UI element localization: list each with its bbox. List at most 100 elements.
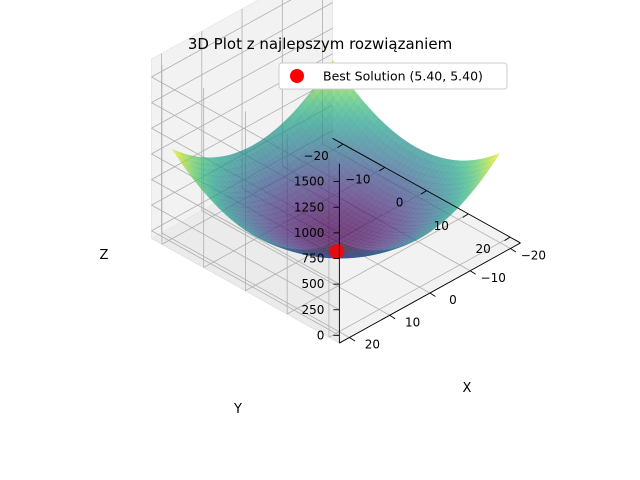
surface-patch xyxy=(212,163,221,171)
surface-patch xyxy=(372,223,382,229)
surface-patch xyxy=(417,180,426,187)
surface-patch xyxy=(341,257,350,259)
surface-patch xyxy=(410,235,420,240)
surface-patch xyxy=(430,204,439,210)
surface-patch xyxy=(273,180,282,188)
surface-patch xyxy=(421,199,431,205)
surface-patch xyxy=(446,183,456,190)
surface-patch xyxy=(280,120,290,132)
surface-patch xyxy=(308,253,317,256)
surface-patch xyxy=(384,222,394,228)
surface-patch xyxy=(302,222,312,228)
surface-patch xyxy=(396,192,406,200)
surface-patch xyxy=(374,251,383,254)
surface-patch xyxy=(226,215,235,221)
surface-patch xyxy=(389,231,399,236)
surface-patch xyxy=(264,169,274,178)
surface-patch xyxy=(390,247,400,251)
surface-patch xyxy=(466,159,476,167)
surface-patch xyxy=(487,158,497,168)
surface-patch xyxy=(381,234,391,239)
surface-patch xyxy=(392,203,402,210)
surface-patch xyxy=(419,233,428,238)
surface-patch xyxy=(350,142,359,153)
surface-patch xyxy=(417,186,426,194)
surface-patch xyxy=(426,208,435,214)
surface-patch xyxy=(354,105,363,118)
surface-patch xyxy=(261,198,271,205)
surface-patch xyxy=(248,145,257,155)
y-tick-mark xyxy=(420,190,427,195)
surface-patch xyxy=(467,183,477,191)
surface-patch xyxy=(405,231,416,236)
surface-patch xyxy=(412,147,421,157)
surface-patch xyxy=(238,219,247,225)
surface-patch xyxy=(430,208,440,214)
surface-patch xyxy=(428,155,438,163)
surface-patch xyxy=(398,242,408,247)
surface-patch xyxy=(326,201,336,209)
surface-patch xyxy=(333,133,343,145)
y-tick-mark xyxy=(462,213,469,218)
surface-patch xyxy=(380,204,390,211)
surface-patch xyxy=(294,209,304,216)
x-tick-mark xyxy=(349,337,356,342)
surface-patch xyxy=(364,234,374,239)
surface-patch xyxy=(304,253,313,256)
x-tick-label: 10 xyxy=(405,315,420,329)
surface-patch xyxy=(397,210,406,217)
surface-patch xyxy=(272,164,282,173)
surface-patch xyxy=(408,190,418,198)
surface-patch xyxy=(412,171,422,179)
surface-patch xyxy=(293,166,303,176)
surface-patch xyxy=(241,214,251,220)
surface-patch xyxy=(356,239,366,244)
surface-patch xyxy=(346,148,356,158)
surface-patch xyxy=(301,150,311,161)
grid-line-z-left xyxy=(151,179,340,285)
surface-patch xyxy=(276,124,286,136)
surface-patch xyxy=(318,194,328,202)
surface-patch xyxy=(430,212,440,218)
surface-patch xyxy=(418,223,428,229)
surface-patch xyxy=(321,128,331,140)
surface-patch xyxy=(431,222,440,229)
surface-patch xyxy=(439,215,448,222)
surface-patch xyxy=(405,207,414,213)
surface-patch xyxy=(357,251,366,254)
grid-line-z-right xyxy=(151,2,333,103)
surface-patch xyxy=(401,216,411,222)
surface-patch xyxy=(277,177,287,186)
chart-title: 3D Plot z najlepszym rozwiązaniem xyxy=(188,35,452,53)
surface-patch xyxy=(383,154,393,164)
surface-patch xyxy=(349,254,358,256)
x-tick-mark xyxy=(469,270,476,275)
surface-patch xyxy=(475,176,485,185)
surface-patch xyxy=(470,159,480,167)
surface-patch xyxy=(280,149,290,160)
surface-patch xyxy=(446,197,456,204)
surface-patch xyxy=(270,236,280,241)
surface-patch xyxy=(390,244,399,248)
surface-patch xyxy=(405,212,415,218)
surface-patch xyxy=(443,211,452,218)
surface-patch xyxy=(404,182,414,190)
surface-patch xyxy=(368,235,378,240)
surface-patch xyxy=(385,227,394,232)
surface-patch xyxy=(438,206,448,213)
surface-patch xyxy=(233,205,243,212)
surface-patch xyxy=(283,242,292,246)
surface-patch xyxy=(196,176,206,184)
surface-patch xyxy=(365,253,375,255)
x-tick-label: −10 xyxy=(481,271,506,285)
surface-patch xyxy=(373,249,383,253)
surface-patch xyxy=(421,174,430,182)
surface-patch xyxy=(397,215,406,221)
surface-patch xyxy=(420,159,430,168)
surface-patch xyxy=(425,199,435,205)
surface-patch xyxy=(313,137,322,149)
surface-patch xyxy=(288,143,298,153)
surface-patch xyxy=(352,241,362,246)
surface-patch xyxy=(390,242,399,247)
surface-patch xyxy=(425,168,434,176)
